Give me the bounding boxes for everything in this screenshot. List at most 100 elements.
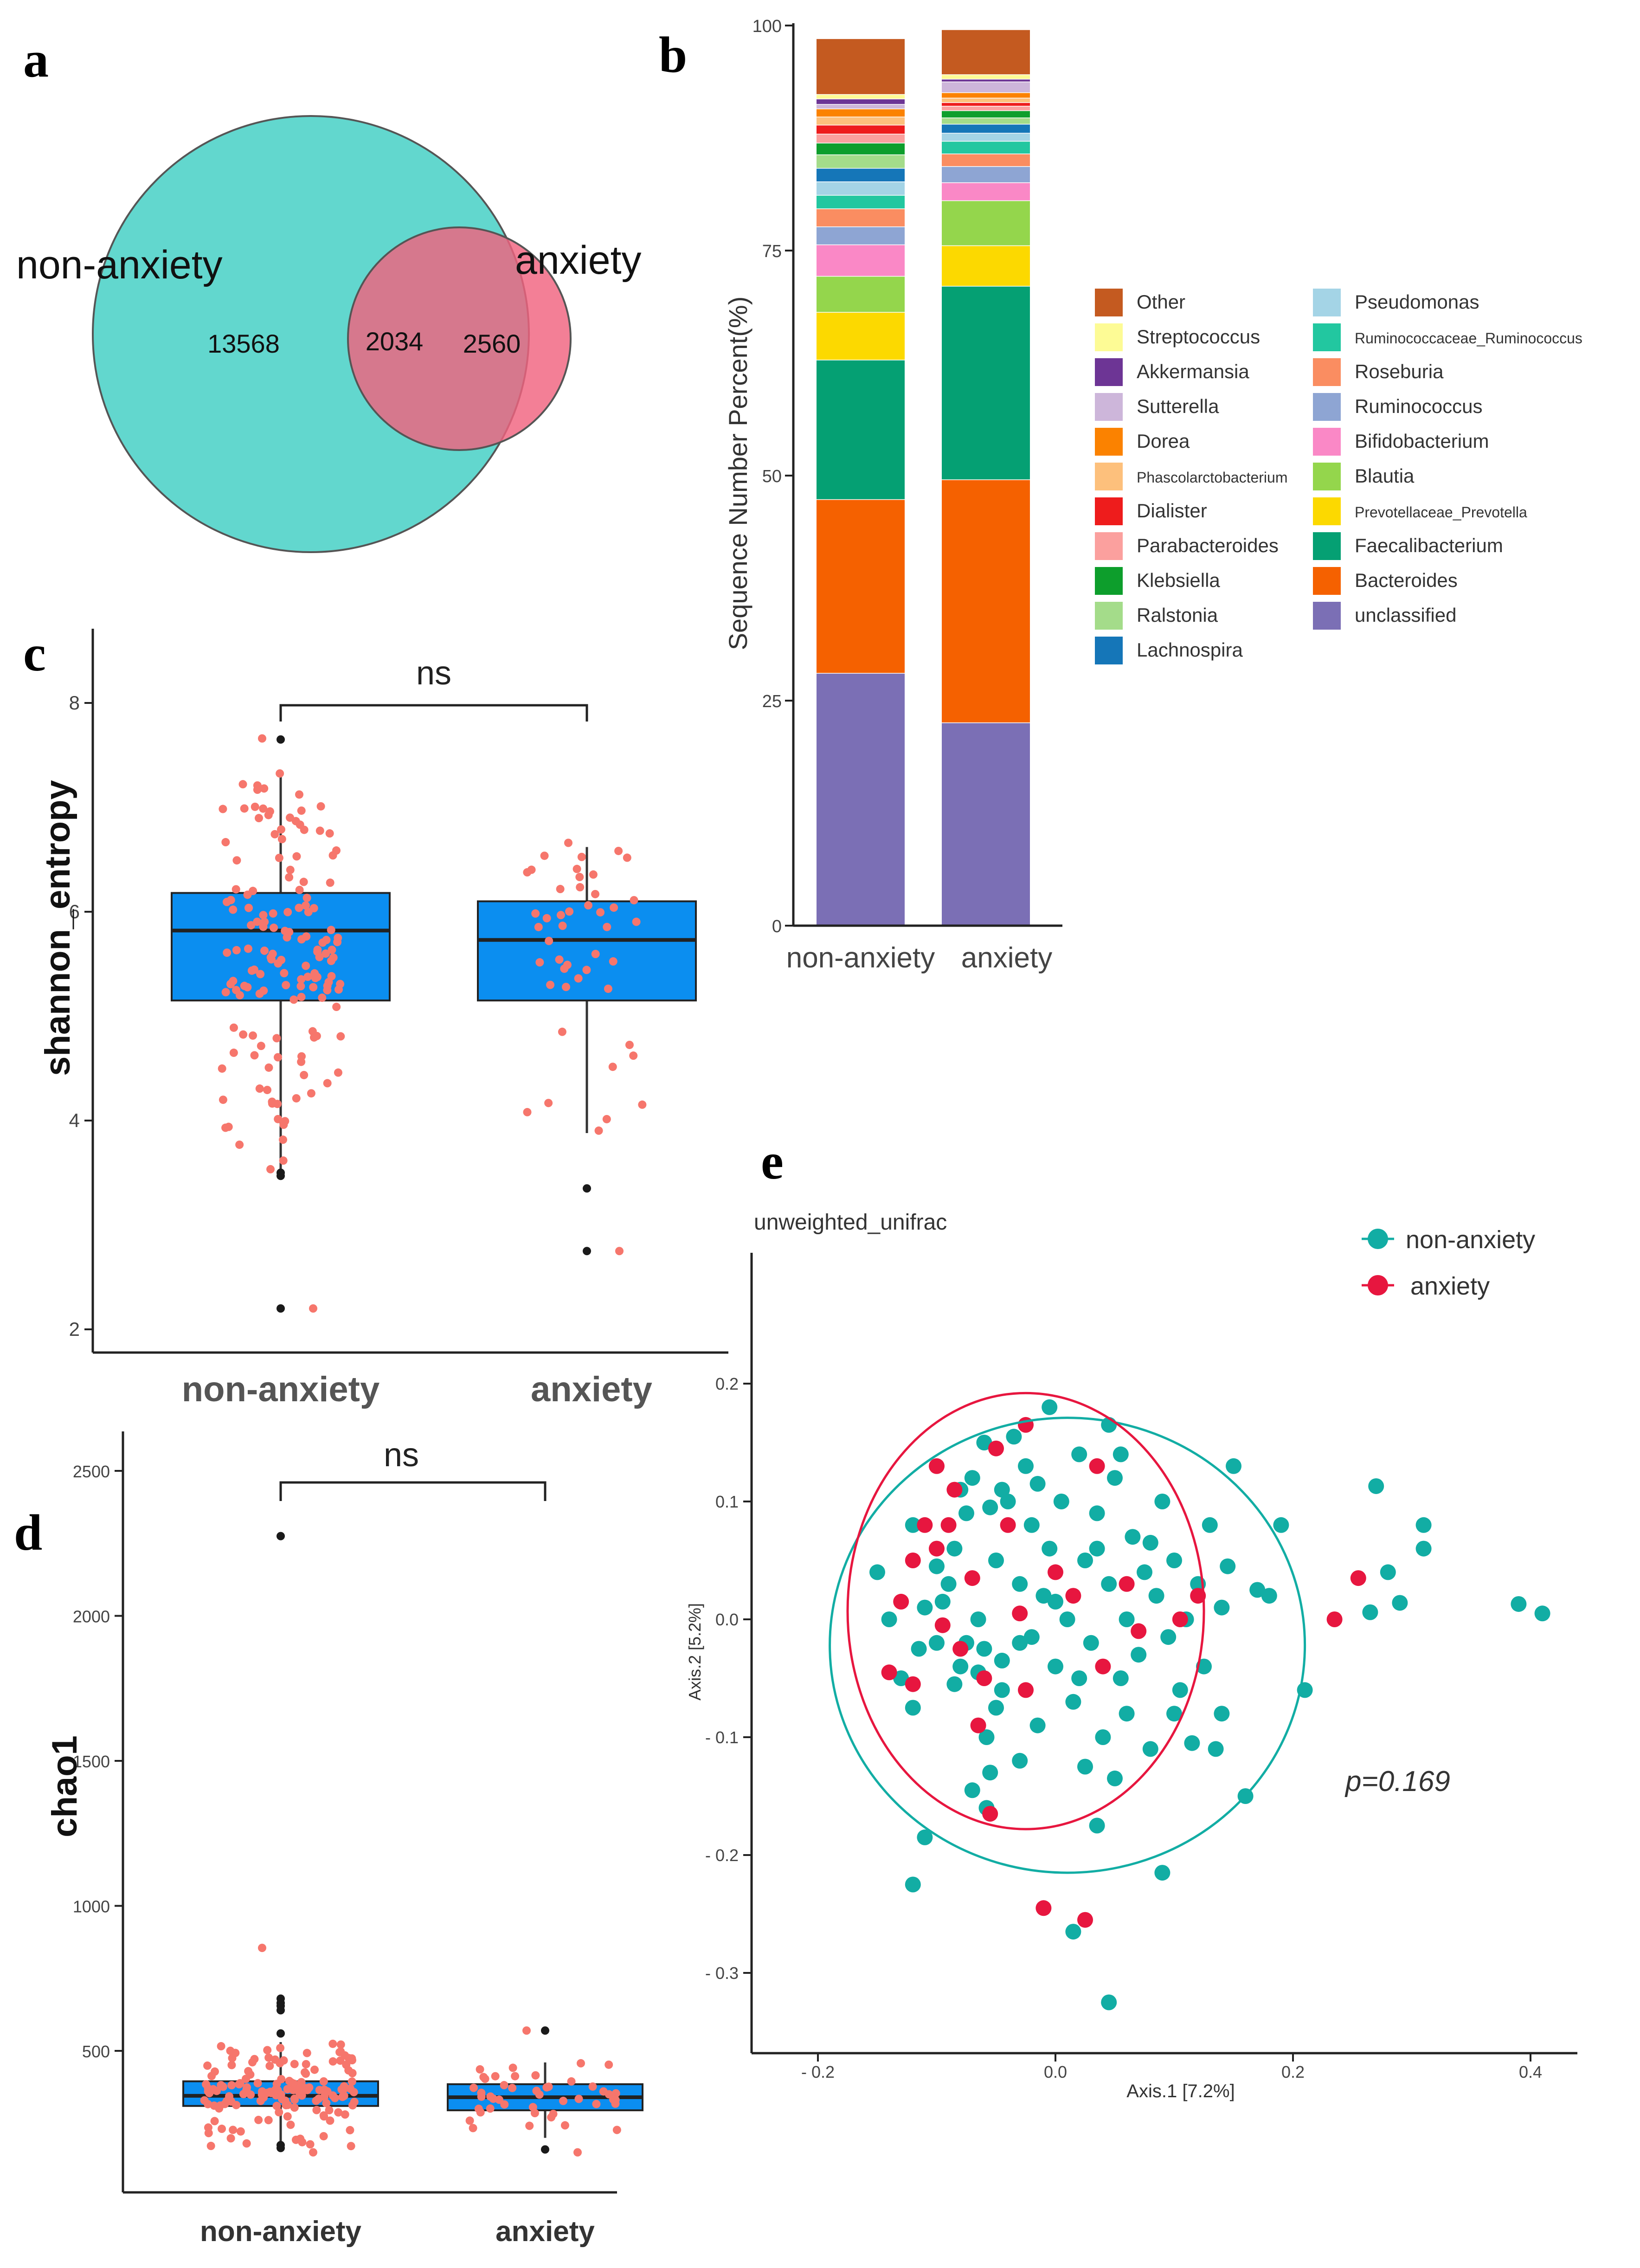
b-legend-label-klebsiella: Klebsiella — [1137, 569, 1220, 591]
e-point-anxiety — [1119, 1576, 1135, 1592]
e-point-non-anxiety — [1166, 1553, 1182, 1568]
e-ellipse-anxiety — [846, 1392, 1205, 1830]
e-point-anxiety — [929, 1458, 945, 1474]
c-jitter-point-non-anxiety — [297, 806, 306, 815]
d-jitter-point-non-anxiety — [290, 2103, 299, 2112]
c-jitter-point-anxiety — [623, 853, 631, 862]
e-point-non-anxiety — [1131, 1647, 1147, 1663]
bar-segment-non-anxiety-klebsiella — [817, 143, 905, 155]
e-p-value: p=0.169 — [1344, 1765, 1450, 1798]
c-jitter-point-non-anxiety — [270, 923, 278, 932]
bar-segment-non-anxiety-dorea — [817, 109, 905, 117]
c-jitter-point-anxiety — [558, 1027, 566, 1036]
e-y-tick-label-0-0: 0.0 — [715, 1610, 739, 1629]
e-point-anxiety — [1131, 1623, 1147, 1639]
d-jitter-point-non-anxiety — [347, 2077, 356, 2086]
c-jitter-point-non-anxiety — [292, 852, 301, 861]
c-box-non-anxiety — [171, 892, 391, 1002]
e-point-non-anxiety — [1148, 1588, 1164, 1604]
c-jitter-point-non-anxiety — [280, 969, 289, 978]
bar-segment-anxiety-parabacteroides — [942, 106, 1030, 110]
d-jitter-point-non-anxiety — [279, 2056, 288, 2065]
e-point-anxiety — [1012, 1605, 1028, 1622]
d-jitter-point-non-anxiety — [244, 2067, 253, 2075]
c-jitter-point-non-anxiety — [309, 904, 318, 913]
d-jitter-point-non-anxiety — [348, 2101, 357, 2110]
e-point-non-anxiety — [1071, 1446, 1087, 1463]
c-jitter-point-anxiety — [575, 873, 584, 882]
d-jitter-point-anxiety — [547, 2113, 556, 2122]
c-outlier-point-anxiety — [583, 1184, 591, 1193]
c-box-anxiety — [477, 900, 697, 1002]
c-jitter-point-non-anxiety — [250, 1051, 259, 1060]
c-jitter-point-non-anxiety — [329, 953, 338, 962]
e-point-non-anxiety — [976, 1435, 992, 1450]
e-y-ticks: 0.2 0.1 0.0 - 0.1 - 0.2 - 0.3 — [705, 1374, 752, 1983]
c-jitter-point-non-anxiety — [259, 804, 268, 813]
d-jitter-point-non-anxiety — [204, 2129, 213, 2138]
e-point-non-anxiety — [1101, 1576, 1117, 1592]
b-legend-swatch-bifidobacterium — [1313, 428, 1341, 456]
d-jitter-point-anxiety — [560, 2121, 569, 2130]
c-jitter-point-non-anxiety — [302, 961, 310, 970]
e-point-non-anxiety — [1511, 1596, 1527, 1612]
e-point-non-anxiety — [946, 1676, 963, 1692]
d-jitter-point-non-anxiety — [328, 2039, 337, 2048]
c-jitter-point-non-anxiety — [323, 986, 332, 995]
c-jitter-point-anxiety — [584, 901, 593, 910]
b-legend-label-sutterella: Sutterella — [1137, 395, 1219, 417]
e-point-non-anxiety — [1368, 1478, 1384, 1494]
e-point-anxiety — [970, 1717, 986, 1733]
c-jitter-point-anxiety — [523, 1108, 532, 1116]
e-point-non-anxiety — [964, 1470, 980, 1486]
e-point-non-anxiety — [1249, 1582, 1266, 1598]
b-legend-label-streptococcus: Streptococcus — [1137, 326, 1260, 348]
d-jitter-point-non-anxiety — [276, 2043, 285, 2052]
venn-count-non-anxiety-only: 13568 — [207, 329, 280, 358]
e-point-anxiety — [1077, 1912, 1093, 1928]
c-jitter-point-non-anxiety — [253, 917, 262, 926]
b-legend-swatch-klebsiella — [1095, 567, 1123, 595]
c-jitter-point-non-anxiety — [232, 856, 241, 865]
d-x-tick-non-anxiety: non-anxiety — [200, 2216, 361, 2248]
c-jitter-point-non-anxiety — [279, 1121, 288, 1129]
bar-segment-non-anxiety-faecalibacterium — [817, 360, 905, 499]
c-jitter-point-non-anxiety — [328, 946, 336, 954]
e-point-non-anxiety — [1534, 1605, 1550, 1622]
d-plot-content — [182, 1532, 643, 2157]
e-point-non-anxiety — [929, 1635, 945, 1651]
d-y-axis-title: chao1 — [45, 1735, 84, 1837]
c-jitter-point-anxiety — [608, 1063, 617, 1071]
c-jitter-point-non-anxiety — [336, 979, 345, 988]
d-jitter-point-non-anxiety — [334, 2108, 343, 2117]
e-point-non-anxiety — [893, 1670, 909, 1686]
c-jitter-point-non-anxiety — [265, 807, 274, 816]
d-jitter-point-anxiety — [511, 2072, 520, 2081]
b-x-tick-anxiety: anxiety — [961, 942, 1052, 974]
d-jitter-point-non-anxiety — [235, 2080, 244, 2088]
d-jitter-point-non-anxiety — [349, 2088, 358, 2096]
d-jitter-point-non-anxiety — [319, 2132, 328, 2140]
e-point-non-anxiety — [1095, 1729, 1111, 1745]
venn-diagram: non-anxiety anxiety 13568 2034 2560 — [16, 115, 642, 553]
d-jitter-point-non-anxiety — [206, 2086, 215, 2094]
bar-segment-non-anxiety-prevotellaceae-prevotella — [817, 312, 905, 360]
d-jitter-point-non-anxiety — [347, 2142, 355, 2151]
c-jitter-point-anxiety — [576, 883, 585, 892]
bar-segment-anxiety-blautia — [942, 201, 1030, 245]
d-jitter-point-non-anxiety — [320, 2092, 329, 2101]
e-point-non-anxiety — [1089, 1817, 1105, 1834]
bar-segment-anxiety-sutterella — [942, 82, 1030, 92]
e-point-non-anxiety — [1048, 1658, 1063, 1675]
d-jitter-point-non-anxiety — [236, 2127, 245, 2136]
c-jitter-point-anxiety — [629, 1051, 638, 1060]
b-legend-label-blautia: Blautia — [1355, 465, 1415, 487]
e-point-anxiety — [1095, 1658, 1111, 1675]
panel-label-d: d — [14, 1504, 42, 1561]
c-jitter-point-non-anxiety — [244, 903, 253, 912]
d-jitter-point-non-anxiety — [302, 2060, 310, 2068]
e-point-anxiety — [893, 1593, 909, 1610]
d-jitter-point-non-anxiety — [206, 2141, 215, 2150]
c-jitter-point-anxiety — [589, 870, 598, 879]
e-point-non-anxiety — [1059, 1611, 1075, 1627]
